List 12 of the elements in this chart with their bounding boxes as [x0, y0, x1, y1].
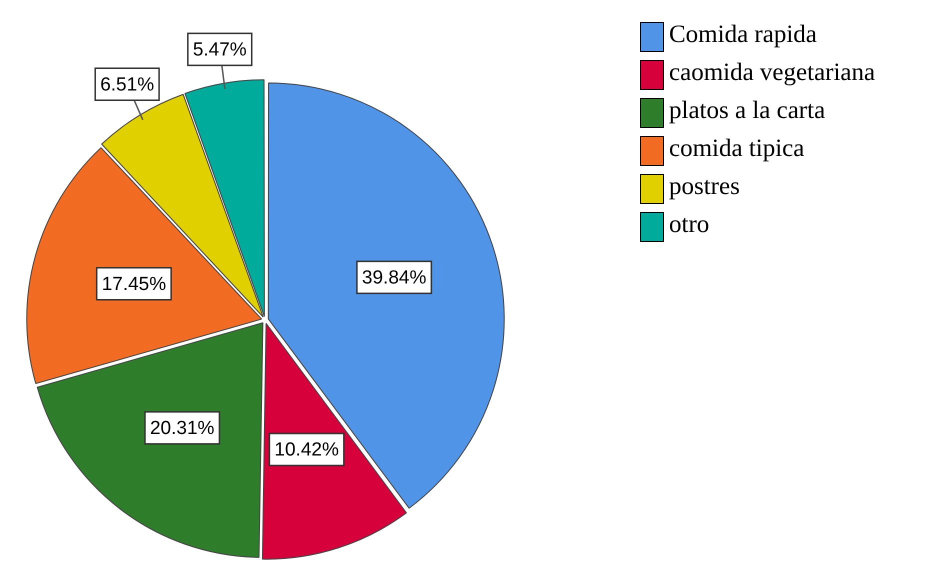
data-label: 17.45% [102, 274, 166, 295]
legend-label: Comida rapida [669, 21, 817, 48]
legend-label: postres [669, 173, 740, 200]
data-label: 6.51% [100, 74, 154, 96]
legend-label: platos a la carta [669, 97, 826, 124]
data-label: 39.84% [362, 268, 426, 289]
legend-label: comida tipica [669, 135, 804, 162]
legend-label: caomida vegetariana [669, 59, 876, 86]
data-label: 20.31% [150, 418, 215, 440]
legend-label: otro [669, 211, 710, 238]
data-label: 5.47% [192, 40, 247, 61]
data-label: 10.42% [274, 440, 339, 461]
